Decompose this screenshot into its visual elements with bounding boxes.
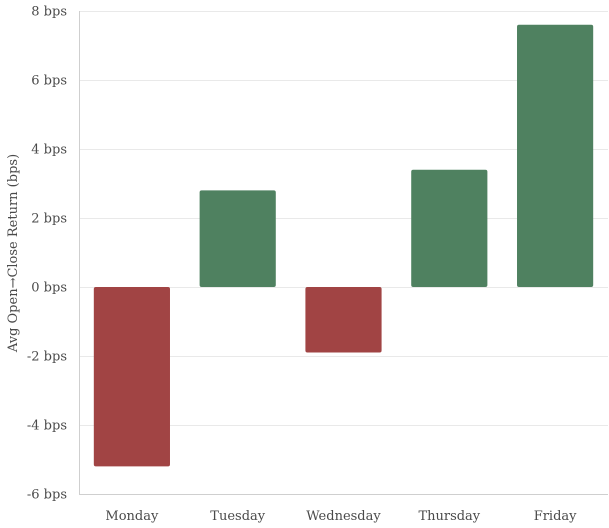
bar-thursday[interactable] [411,169,488,287]
bar-wednesday[interactable] [305,287,382,353]
y-tick-labels: 8 bps 6 bps 4 bps 2 bps 0 bps -2 bps -4 bps -6 … [27,5,67,503]
y-tick-label: 4 bps [31,143,67,158]
bar-tuesday[interactable] [199,190,276,287]
y-tick-label: -4 bps [27,419,67,434]
x-tick-label: Wednesday [306,509,381,524]
x-tick-label: Monday [105,509,159,524]
y-tick-label: 0 bps [31,281,67,296]
axes [79,11,608,495]
bar-friday[interactable] [517,24,594,288]
bar-monday[interactable] [93,287,170,467]
x-tick-label: Tuesday [210,509,265,524]
bars [93,24,594,467]
y-tick-label: -6 bps [27,488,67,503]
y-tick-label: 6 bps [31,74,67,89]
y-tick-label: 8 bps [31,5,67,20]
y-axis-title: Avg Open→Close Return (bps) [6,154,21,353]
y-tick-label: 2 bps [31,212,67,227]
x-tick-label: Friday [534,509,577,524]
x-tick-labels: Monday Tuesday Wednesday Thursday Friday [105,509,577,524]
x-tick-label: Thursday [418,509,480,524]
y-tick-label: -2 bps [27,350,67,365]
